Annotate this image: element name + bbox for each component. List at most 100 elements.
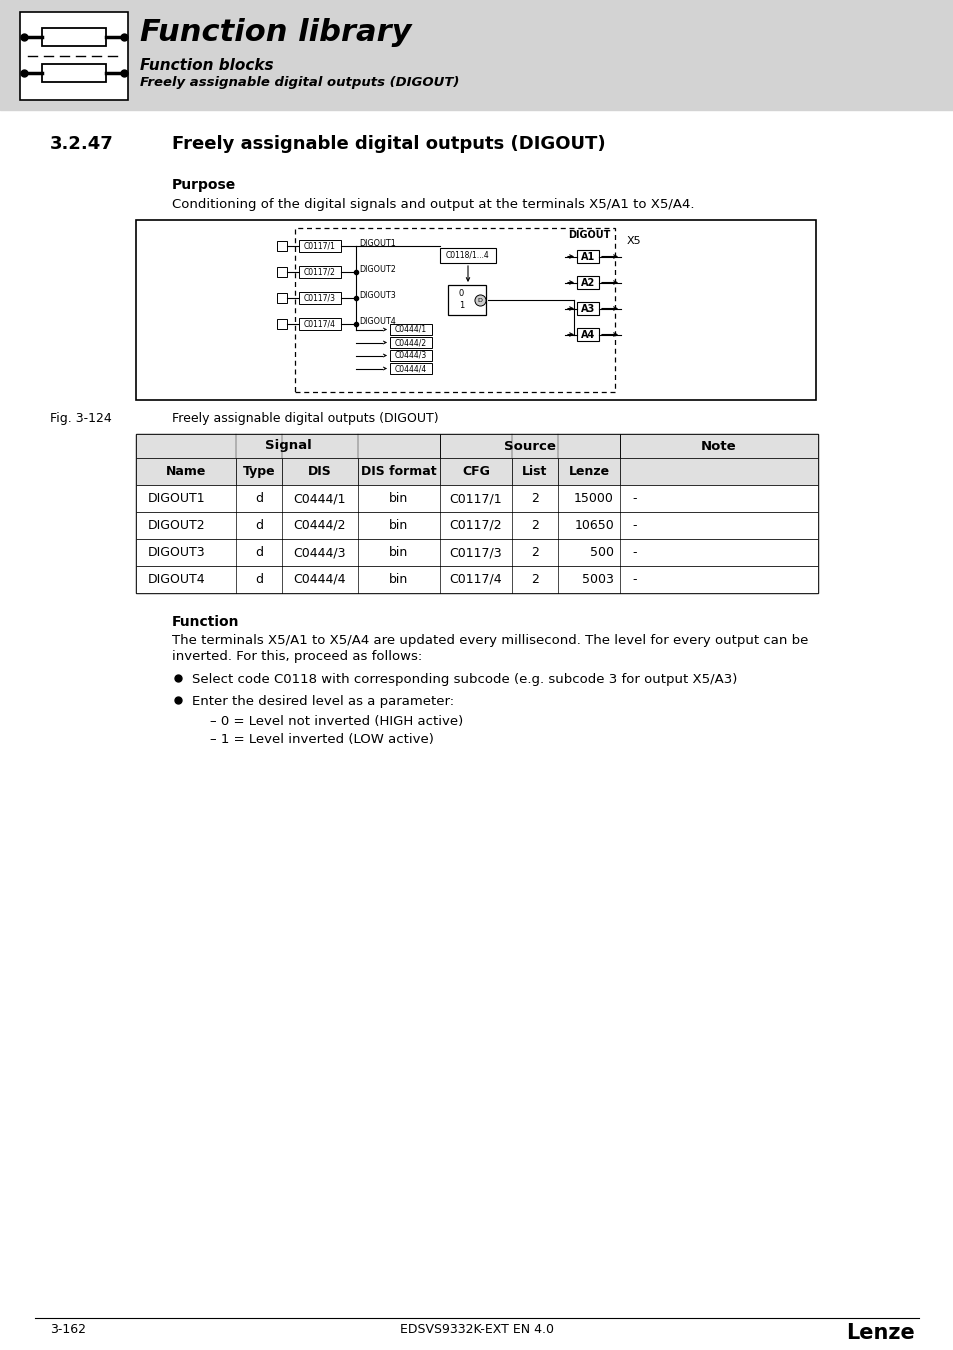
Text: 10650: 10650 xyxy=(574,518,614,532)
Text: bin: bin xyxy=(389,545,408,559)
Text: DIGOUT2: DIGOUT2 xyxy=(358,265,395,274)
Text: bin: bin xyxy=(389,572,408,586)
Text: DIGOUT4: DIGOUT4 xyxy=(148,572,206,586)
Text: CFG: CFG xyxy=(461,464,490,478)
Text: Signal: Signal xyxy=(264,440,311,452)
Text: C0444/2: C0444/2 xyxy=(294,518,346,532)
Bar xyxy=(276,267,287,277)
Text: A4: A4 xyxy=(580,329,595,339)
Text: – 0 = Level not inverted (HIGH active): – 0 = Level not inverted (HIGH active) xyxy=(210,716,463,728)
Bar xyxy=(20,12,128,100)
Text: Fig. 3-124: Fig. 3-124 xyxy=(50,412,112,425)
Text: bin: bin xyxy=(389,491,408,505)
Text: inverted. For this, proceed as follows:: inverted. For this, proceed as follows: xyxy=(172,649,422,663)
Bar xyxy=(577,250,598,263)
Bar xyxy=(136,539,817,566)
Text: C0117/3: C0117/3 xyxy=(304,293,335,302)
Bar xyxy=(0,0,953,109)
Text: 5003: 5003 xyxy=(581,572,614,586)
Text: -: - xyxy=(631,518,636,532)
Text: Freely assignable digital outputs (DIGOUT): Freely assignable digital outputs (DIGOU… xyxy=(172,135,605,153)
Text: DIGOUT1: DIGOUT1 xyxy=(358,239,395,248)
Text: C0117/4: C0117/4 xyxy=(449,572,502,586)
Text: 500: 500 xyxy=(589,545,614,559)
Text: Function library: Function library xyxy=(140,18,411,47)
Text: 15000: 15000 xyxy=(574,491,614,505)
Bar xyxy=(298,319,340,329)
Text: A3: A3 xyxy=(580,304,595,313)
Text: DIGOUT2: DIGOUT2 xyxy=(148,518,206,532)
Text: C0117/2: C0117/2 xyxy=(304,267,335,277)
Text: A1: A1 xyxy=(580,251,595,262)
Bar xyxy=(42,63,106,82)
Text: Lenze: Lenze xyxy=(845,1323,914,1343)
Bar xyxy=(136,220,815,400)
Text: d: d xyxy=(254,545,263,559)
Text: Name: Name xyxy=(166,464,206,478)
Text: C0117/4: C0117/4 xyxy=(304,320,335,328)
Text: Freely assignable digital outputs (DIGOUT): Freely assignable digital outputs (DIGOU… xyxy=(140,76,459,89)
Bar xyxy=(439,248,496,263)
Text: bin: bin xyxy=(389,518,408,532)
Text: C0117/2: C0117/2 xyxy=(449,518,502,532)
Text: A2: A2 xyxy=(580,278,595,288)
Bar xyxy=(357,458,439,485)
Text: 3-162: 3-162 xyxy=(50,1323,86,1336)
Bar xyxy=(448,285,485,315)
Bar xyxy=(136,512,817,539)
Text: Enter the desired level as a parameter:: Enter the desired level as a parameter: xyxy=(192,695,454,707)
Text: d: d xyxy=(254,491,263,505)
Text: DIGOUT1: DIGOUT1 xyxy=(148,491,206,505)
Text: Lenze: Lenze xyxy=(568,464,609,478)
Text: C0118/1...4: C0118/1...4 xyxy=(446,251,489,261)
Text: C0444/2: C0444/2 xyxy=(395,338,427,347)
Text: – 1 = Level inverted (LOW active): – 1 = Level inverted (LOW active) xyxy=(210,733,434,747)
Text: 2: 2 xyxy=(531,572,538,586)
Bar xyxy=(390,363,432,374)
Text: Function blocks: Function blocks xyxy=(140,58,274,73)
Bar xyxy=(42,28,106,46)
Text: Type: Type xyxy=(242,464,275,478)
Text: Source: Source xyxy=(503,440,556,452)
Text: d: d xyxy=(254,572,263,586)
Text: C0444/1: C0444/1 xyxy=(294,491,346,505)
Bar xyxy=(390,324,432,335)
Text: D: D xyxy=(477,297,482,302)
Text: EDSVS9332K-EXT EN 4.0: EDSVS9332K-EXT EN 4.0 xyxy=(399,1323,554,1336)
Bar xyxy=(298,292,340,304)
Bar xyxy=(390,338,432,348)
Bar xyxy=(298,240,340,252)
Bar xyxy=(577,302,598,315)
Bar xyxy=(282,458,357,485)
Text: -: - xyxy=(631,545,636,559)
Text: X5: X5 xyxy=(626,236,641,246)
Text: C0444/3: C0444/3 xyxy=(294,545,346,559)
Text: Conditioning of the digital signals and output at the terminals X5/A1 to X5/A4.: Conditioning of the digital signals and … xyxy=(172,198,694,211)
Text: DIGOUT: DIGOUT xyxy=(568,230,610,240)
Bar xyxy=(390,350,432,360)
Bar xyxy=(298,266,340,278)
Text: DIGOUT4: DIGOUT4 xyxy=(358,317,395,325)
Bar xyxy=(136,433,439,458)
Text: C0444/1: C0444/1 xyxy=(395,325,427,333)
Bar xyxy=(294,228,615,392)
Bar xyxy=(136,433,817,593)
Bar xyxy=(577,328,598,342)
Text: -: - xyxy=(631,491,636,505)
Text: C0444/3: C0444/3 xyxy=(395,351,427,360)
Bar xyxy=(136,566,817,593)
Text: -: - xyxy=(631,572,636,586)
Bar xyxy=(577,275,598,289)
Text: 1: 1 xyxy=(458,301,463,310)
Bar xyxy=(619,458,817,485)
Bar xyxy=(276,319,287,329)
Text: DIGOUT3: DIGOUT3 xyxy=(358,292,395,300)
Bar xyxy=(276,293,287,302)
Text: C0444/4: C0444/4 xyxy=(294,572,346,586)
Text: C0117/1: C0117/1 xyxy=(449,491,502,505)
Text: DIS format: DIS format xyxy=(361,464,436,478)
Text: 0: 0 xyxy=(458,289,463,298)
Text: Note: Note xyxy=(700,440,736,452)
Bar xyxy=(235,458,282,485)
Text: 3.2.47: 3.2.47 xyxy=(50,135,113,153)
